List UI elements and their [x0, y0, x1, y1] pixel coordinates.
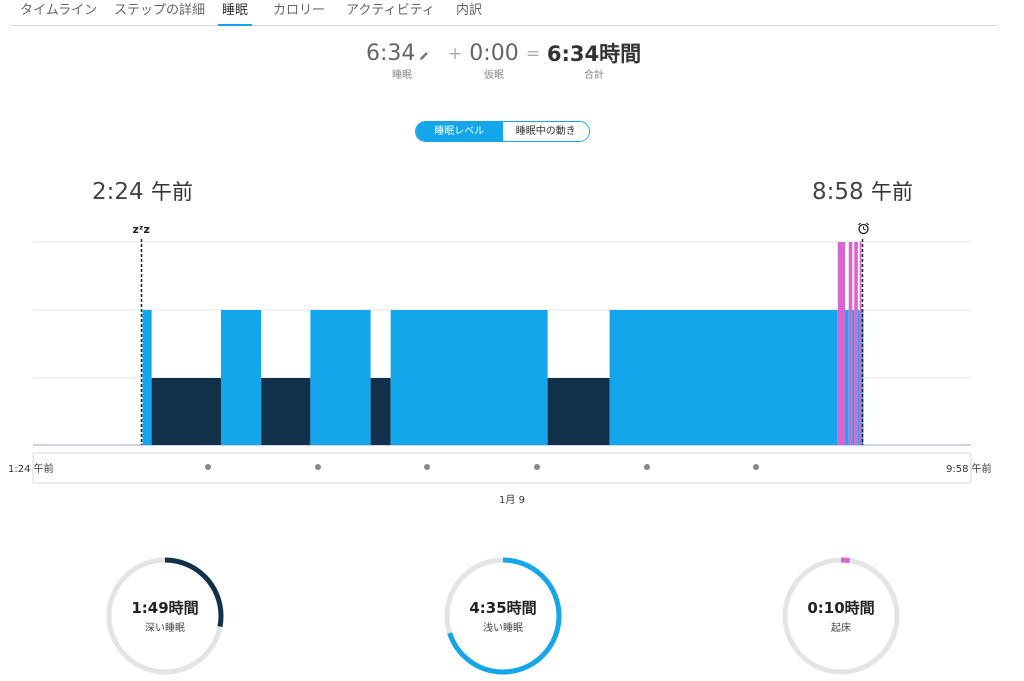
sleep-label: 睡眠 [392, 70, 412, 81]
sleep-segment-light [609, 310, 838, 445]
sleep-segment-awake [837, 242, 846, 445]
sleep-levels-button[interactable]: 睡眠レベル [416, 122, 503, 141]
start-time-value: 2:24 [92, 179, 144, 205]
nap-label: 仮眠 [484, 70, 504, 81]
awake-ring: 0:10時間 起床 [780, 555, 902, 677]
ring-progress [782, 557, 900, 675]
sleep-segment-deep [261, 378, 311, 445]
sleep-segment-light [310, 310, 371, 445]
ring-progress [444, 557, 562, 675]
sleep-segment-light [142, 310, 152, 445]
slider-tick-dot [753, 464, 759, 470]
light-sleep-value: 4:35時間 [469, 599, 537, 617]
light-sleep-ring-graphic [444, 557, 562, 675]
awake-value: 0:10時間 [807, 599, 875, 617]
tab-breakdown[interactable]: 内訳 [456, 3, 483, 18]
sleep-segment-light [390, 310, 548, 445]
end-time-value: 8:58 [812, 179, 864, 205]
sleep-segment-awake [854, 242, 858, 445]
deep-sleep-value: 1:49時間 [131, 599, 199, 617]
total-value: 6:34時間 [546, 42, 642, 66]
tab-timeline[interactable]: タイムライン [20, 3, 98, 18]
sleep-summary: 6:34 睡眠 + 0:00 仮眠 = 6:34時間 合計 [0, 38, 1024, 88]
equals-sign: = [526, 44, 541, 64]
sleep-segment-deep [370, 378, 391, 445]
sleep-start-zzz-icon: zᶻz [132, 223, 149, 236]
timeline-slider[interactable] [32, 452, 972, 484]
nap-value: 0:00 [469, 41, 519, 66]
edit-pencil-icon[interactable] [418, 50, 430, 62]
slider-tick-dot [424, 464, 430, 470]
chart-markers [140, 239, 864, 445]
tab-sleep[interactable]: 睡眠 [218, 2, 253, 26]
sleep-stage-chart: zᶻz [32, 222, 972, 484]
tab-step-details[interactable]: ステップの詳細 [114, 3, 206, 18]
slider-tick-dot [644, 464, 650, 470]
axis-end-label: 9:58 午前 [946, 464, 992, 475]
light-sleep-label: 浅い睡眠 [483, 623, 523, 634]
deep-sleep-label: 深い睡眠 [145, 623, 185, 634]
sleep-segment-light [845, 310, 849, 445]
total-item: 6:34時間 合計 [544, 38, 644, 82]
deep-sleep-ring-graphic [106, 557, 224, 675]
sleep-segment-light [857, 310, 860, 445]
sleep-end-time: 8:58 午前 [812, 176, 913, 206]
tab-activity[interactable]: アクティビティ [346, 3, 435, 18]
deep-sleep-ring: 1:49時間 深い睡眠 [104, 555, 226, 677]
sleep-movement-button[interactable]: 睡眠中の動き [502, 122, 589, 141]
sleep-segment-deep [151, 378, 221, 445]
slider-tick-dot [205, 464, 211, 470]
tab-bar: タイムライン ステップの詳細 睡眠 カロリー アクティビティ 内訳 [10, 0, 998, 26]
alarm-clock-icon [858, 222, 869, 235]
tab-calories[interactable]: カロリー [273, 3, 326, 18]
sleep-segment-light [220, 310, 262, 445]
view-toggle: 睡眠レベル 睡眠中の動き [415, 121, 590, 142]
sleep-value: 6:34 [366, 41, 416, 66]
ring-progress [106, 557, 224, 675]
sleep-start-time: 2:24 午前 [92, 176, 193, 206]
start-ampm: 午前 [150, 180, 193, 204]
awake-label: 起床 [831, 623, 851, 634]
sleep-segment-deep [547, 378, 610, 445]
sleep-segment-light [861, 310, 864, 445]
sleep-segment-light [852, 310, 855, 445]
nap-item: 0:00 仮眠 [466, 38, 522, 82]
chart-bars [142, 242, 864, 445]
awake-ring-graphic [782, 557, 900, 675]
light-sleep-ring: 4:35時間 浅い睡眠 [442, 555, 564, 677]
plus-sign: + [448, 44, 463, 64]
chart-date-label: 1月 9 [499, 495, 525, 506]
total-label: 合計 [584, 70, 604, 81]
sleep-segment-awake [848, 242, 853, 445]
axis-start-label: 1:24 午前 [8, 464, 54, 475]
slider-tick-dot [534, 464, 540, 470]
sleep-segment-awake [859, 242, 862, 445]
end-ampm: 午前 [870, 180, 913, 204]
slider-track[interactable] [32, 452, 972, 484]
slider-tick-dot [315, 464, 321, 470]
sleep-total-item: 6:34 睡眠 [362, 38, 442, 82]
